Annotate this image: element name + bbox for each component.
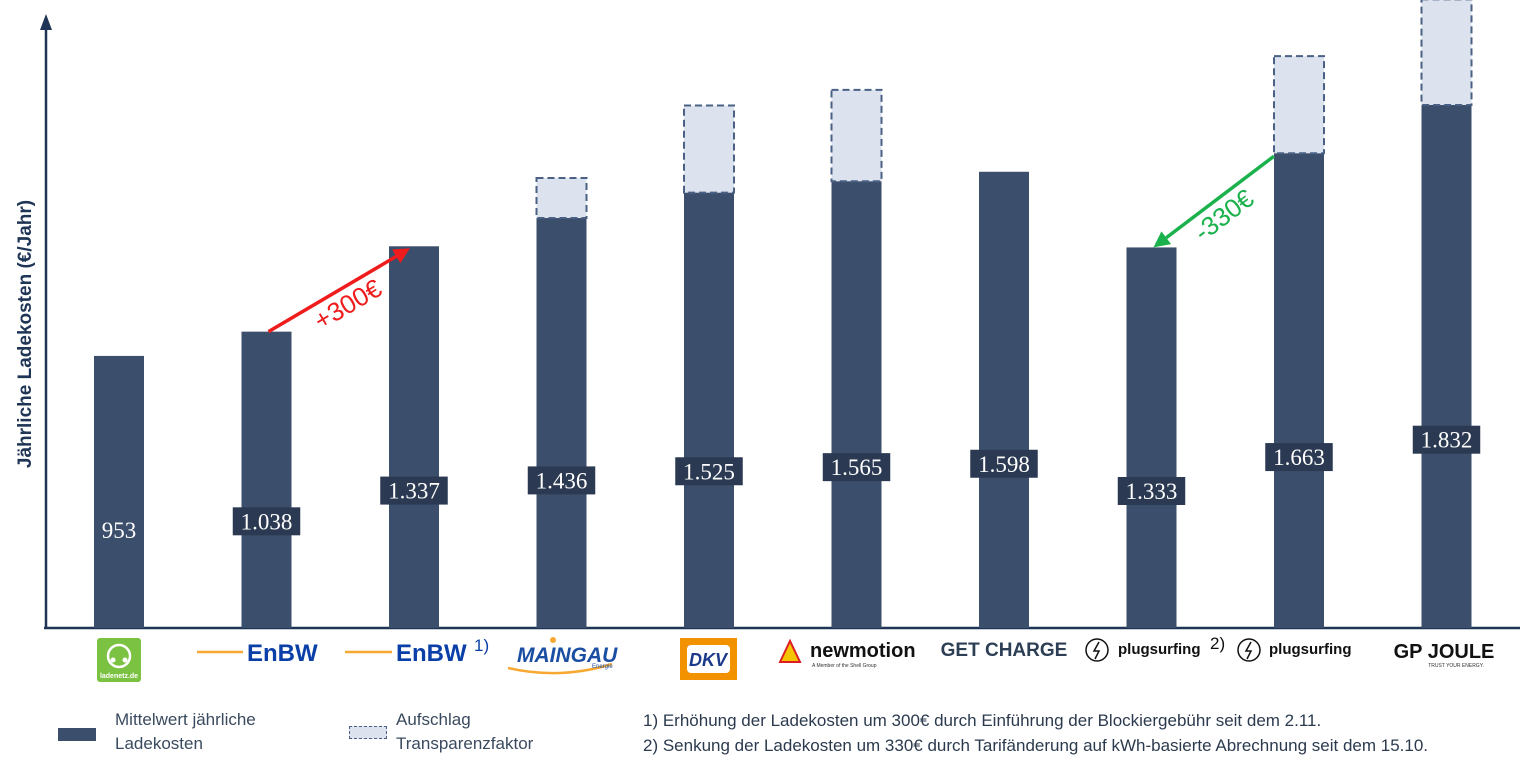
value-label-7: 1.333 <box>1117 476 1186 505</box>
enbw-logo-1-text: EnBW <box>247 640 318 667</box>
plugsurfing-logo-1: plugsurfing 2) <box>1085 634 1225 662</box>
bar-mean-7 <box>1126 247 1177 628</box>
bar-chart: Jährliche Ladekosten (€/Jahr) 953 1.038 1.… <box>15 0 1520 682</box>
bar-surcharge-9 <box>1420 0 1473 106</box>
y-axis-arrow-icon <box>40 14 52 30</box>
bar-mean-2 <box>389 246 439 628</box>
annotation-arrow-1: -330€ <box>1153 154 1276 248</box>
value-label-4: 1.525 <box>675 457 743 486</box>
plugsurfing-logo-2: plugsurfing <box>1237 638 1352 662</box>
legend-swatch-surcharge <box>349 726 387 739</box>
lightning-icon <box>1237 638 1261 662</box>
enbw-logo-1: EnBW <box>197 640 318 667</box>
bars <box>94 0 1473 629</box>
footnote-1: 1) Erhöhung der Ladekosten um 300€ durch… <box>643 711 1322 730</box>
enbw-logo-2: EnBW 1) <box>345 636 489 667</box>
value-label-5: 1.565 <box>822 453 891 482</box>
bar-mean-6 <box>979 171 1029 628</box>
bar-surcharge-5 <box>830 88 883 183</box>
footnote-2: 2) Senkung der Ladekosten um 330€ durch … <box>643 736 1429 755</box>
car-icon <box>106 643 132 669</box>
bar-surcharge-8 <box>1273 55 1325 155</box>
maingau-logo: MAINGAU Energie <box>507 637 618 675</box>
dkv-logo-text: DKV <box>689 650 729 670</box>
bar-mean-0 <box>94 355 144 628</box>
footnote-mark-2: 2) <box>1210 634 1225 653</box>
newmotion-logo: newmotion A Member of the Shell Group <box>778 638 916 669</box>
value-label-8: 1.663 <box>1265 443 1333 472</box>
y-axis-label: Jährliche Ladekosten (€/Jahr) <box>15 200 36 468</box>
footnote-mark-1: 1) <box>474 636 489 655</box>
maingau-logo-sub: Energie <box>592 664 613 670</box>
svg-text:1.565: 1.565 <box>831 455 883 480</box>
annotation-arrow-0: +300€ <box>267 248 410 336</box>
svg-text:1.663: 1.663 <box>1273 445 1325 470</box>
dkv-logo: DKV <box>680 638 737 680</box>
svg-text:1.598: 1.598 <box>978 452 1030 477</box>
legend-label-surcharge: Aufschlag Transparenzfaktor <box>396 710 534 753</box>
value-label-0: 953 <box>102 518 137 543</box>
bar-mean-4 <box>684 192 734 629</box>
newmotion-logo-text: newmotion <box>810 640 916 662</box>
enbw-logo-2-text: EnBW <box>396 640 467 667</box>
svg-text:1.333: 1.333 <box>1126 479 1178 504</box>
svg-text:953: 953 <box>102 518 137 543</box>
ladenetz-logo: ladenetz.de <box>97 638 141 682</box>
ladenetz-logo-text: ladenetz.de <box>100 673 138 680</box>
gpjoule-logo-text: GP JOULE <box>1394 641 1495 663</box>
newmotion-logo-sub: A Member of the Shell Group <box>812 663 877 669</box>
value-labels: 953 1.038 1.337 1.436 1.525 1.565 1.598 1.333 1.… <box>102 425 1481 543</box>
value-label-2: 1.337 <box>380 476 448 505</box>
gpjoule-logo: GP JOULE TRUST YOUR ENERGY. <box>1394 641 1495 669</box>
value-label-1: 1.038 <box>232 507 301 536</box>
plugsurfing-logo-2-text: plugsurfing <box>1269 641 1352 658</box>
value-label-9: 1.832 <box>1412 425 1481 454</box>
legend-label-mean: Mittelwert jährliche Ladekosten <box>115 710 256 753</box>
lightning-icon <box>1085 638 1109 662</box>
bar-mean-8 <box>1274 153 1324 628</box>
getcharge-logo-text: GET CHARGE <box>941 640 1068 661</box>
plugsurfing-logo-1-text: plugsurfing <box>1118 641 1201 658</box>
svg-text:1.436: 1.436 <box>536 468 588 493</box>
svg-text:1.525: 1.525 <box>683 459 735 484</box>
svg-text:1.832: 1.832 <box>1421 428 1473 453</box>
svg-text:1.337: 1.337 <box>388 479 440 504</box>
value-label-6: 1.598 <box>970 449 1038 478</box>
svg-text:1.038: 1.038 <box>241 509 293 534</box>
footnotes: 1) Erhöhung der Ladekosten um 300€ durch… <box>643 708 1428 758</box>
bar-mean-3 <box>536 218 587 628</box>
category-logos: ladenetz.de EnBW EnBW 1) MAINGAU Energie… <box>97 634 1494 682</box>
bar-mean-1 <box>241 331 292 628</box>
bar-mean-9 <box>1421 104 1472 629</box>
legend-swatch-mean <box>58 728 96 741</box>
gpjoule-logo-sub: TRUST YOUR ENERGY. <box>1428 663 1484 669</box>
maingau-logo-text: MAINGAU <box>517 644 618 667</box>
shell-icon <box>778 638 802 663</box>
annotation-label-0: +300€ <box>309 273 388 336</box>
bar-surcharge-3 <box>535 177 588 220</box>
bar-surcharge-4 <box>683 104 735 194</box>
value-label-3: 1.436 <box>527 466 596 495</box>
bar-mean-5 <box>831 181 882 628</box>
